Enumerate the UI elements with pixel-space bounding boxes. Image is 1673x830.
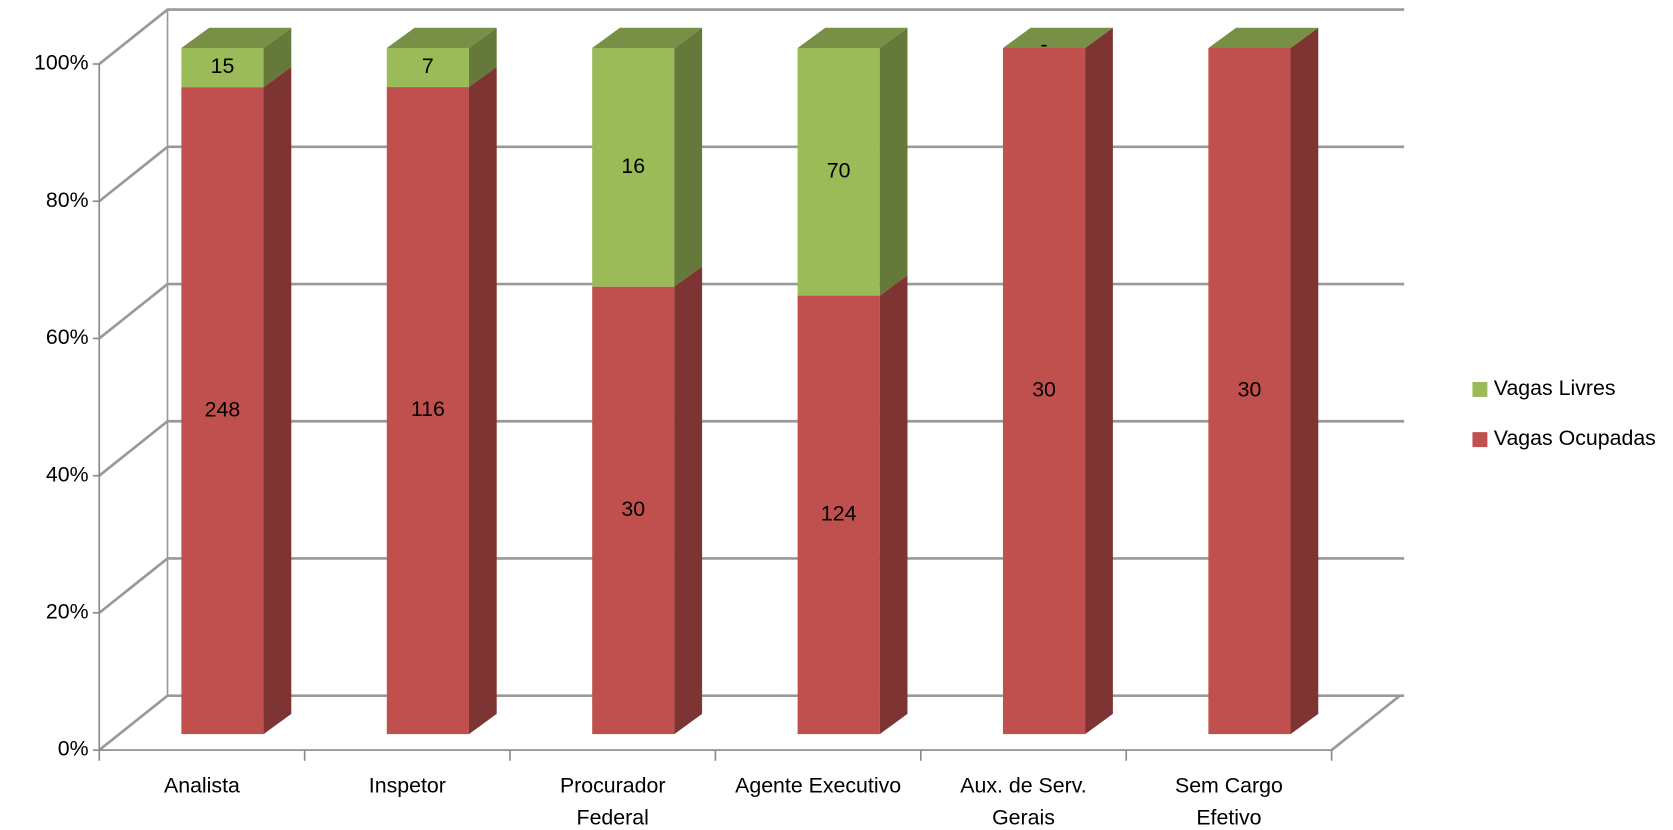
bar-segment xyxy=(797,27,908,296)
bar-side xyxy=(674,266,703,735)
bar-front xyxy=(797,295,880,735)
bar-segment xyxy=(1208,27,1319,49)
data-label: 116 xyxy=(411,397,445,421)
bar-front xyxy=(386,48,469,88)
bar-side xyxy=(879,275,908,735)
bar-front xyxy=(386,87,469,735)
data-label: 30 xyxy=(621,497,645,521)
bar-side xyxy=(1085,27,1113,735)
data-label: 30 xyxy=(1032,378,1056,402)
bar-segment xyxy=(797,275,908,735)
x-tick-label-line: Procurador xyxy=(560,773,666,797)
bar-top xyxy=(1002,27,1113,49)
bar-segment xyxy=(386,66,497,735)
bar-segment xyxy=(386,27,497,88)
data-label: 16 xyxy=(621,154,645,178)
floor-edge xyxy=(1330,694,1401,752)
bar-top xyxy=(181,27,292,49)
bar-top xyxy=(592,27,703,49)
data-label: 70 xyxy=(827,158,851,182)
x-tick-label-line: Federal xyxy=(577,805,649,829)
bar-front xyxy=(592,48,675,287)
x-tick-label-line: Inspetor xyxy=(369,773,446,797)
data-label: - xyxy=(1041,33,1048,57)
data-label: 7 xyxy=(422,54,434,78)
bar-segment xyxy=(592,27,703,287)
legend-swatch xyxy=(1472,432,1488,448)
data-label: 124 xyxy=(821,501,857,525)
x-tick-label-line: Analista xyxy=(164,773,240,797)
bar-side xyxy=(1290,27,1319,735)
x-tick-label: Analista xyxy=(164,773,240,797)
bar-top xyxy=(797,27,908,49)
bar-side xyxy=(879,27,908,296)
bar-front xyxy=(797,48,880,296)
bar-front xyxy=(1002,48,1086,735)
bar-segment xyxy=(181,27,292,88)
plot: 0% 20% 40% 60% 80% 100% 248 15 Analista 116 7 Inspe… xyxy=(34,8,1656,829)
y-tick-label: 100% xyxy=(34,51,89,75)
bar-front xyxy=(592,286,675,735)
data-label: 248 xyxy=(205,397,241,421)
x-tick-label: Aux. de Serv. Gerais xyxy=(960,773,1086,829)
bar-segment xyxy=(181,66,292,735)
y-tick-label: 80% xyxy=(46,188,89,212)
legend-label: Vagas Ocupadas xyxy=(1494,426,1656,450)
bar-side xyxy=(263,27,292,88)
x-tick-label: Inspetor xyxy=(369,773,446,797)
bar-segment xyxy=(1208,27,1319,735)
x-tick-label: Sem Cargo Efetivo xyxy=(1175,773,1283,829)
legend-label: Vagas Livres xyxy=(1494,376,1616,400)
bar-top xyxy=(386,27,497,49)
x-tick-label-line: Efetivo xyxy=(1196,805,1261,829)
x-tick-label: Agente Executivo xyxy=(735,773,901,797)
bar-front xyxy=(181,87,264,735)
y-tick-label: 20% xyxy=(46,600,89,624)
data-label: 30 xyxy=(1238,378,1262,402)
y-tick-label: 60% xyxy=(46,325,89,349)
bar-top xyxy=(1208,27,1319,49)
bar-segment xyxy=(1002,27,1113,49)
data-label: 15 xyxy=(211,54,235,78)
bar-segment xyxy=(1002,27,1113,735)
x-tick-label-line: Aux. de Serv. xyxy=(960,773,1086,797)
legend-swatch xyxy=(1472,381,1488,397)
bar-front xyxy=(181,48,264,88)
bar-side xyxy=(468,66,497,735)
y-tick-label: 0% xyxy=(58,737,89,761)
x-tick-label: Procurador Federal xyxy=(560,773,666,829)
x-tick-label-line: Gerais xyxy=(992,805,1055,829)
bar-side xyxy=(674,27,703,287)
bar-side xyxy=(468,27,497,88)
bar-side xyxy=(263,66,292,735)
bar-front xyxy=(1208,48,1291,735)
x-tick-label-line: Agente Executivo xyxy=(735,773,901,797)
bar-segment xyxy=(592,266,703,735)
x-tick-label-line: Sem Cargo xyxy=(1175,773,1283,797)
y-tick-label: 40% xyxy=(46,462,89,486)
